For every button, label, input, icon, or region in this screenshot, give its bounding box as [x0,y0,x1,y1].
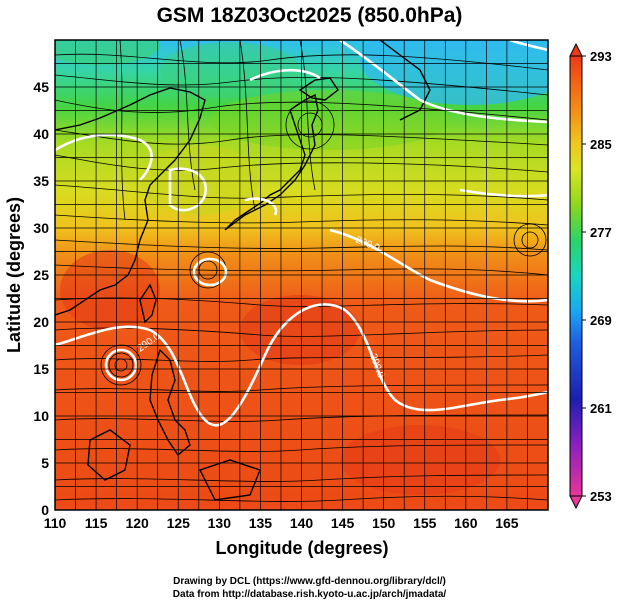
y-axis-ticks: 0 5 10 15 20 25 30 35 40 45 [33,79,49,518]
credit-data-source: Data from http://database.rish.kyoto-u.a… [172,589,447,600]
temperature-field [55,40,548,510]
x-tick-label: 145 [331,515,355,531]
x-tick-label: 150 [372,515,396,531]
x-tick-label: 165 [495,515,519,531]
x-axis-ticks: 110 115 120 125 130 135 140 145 150 155 160 165 [44,515,519,531]
x-tick-label: 125 [167,515,191,531]
colorbar-tick-label: 293 [590,49,612,64]
y-tick-label: 5 [41,455,49,471]
x-tick-label: 120 [125,515,149,531]
x-tick-label: 115 [85,515,108,531]
x-tick-label: 110 [44,515,67,531]
colorbar-tick-label: 269 [590,313,612,328]
colorbar-tick-label: 285 [590,137,612,152]
y-tick-label: 25 [33,267,49,283]
y-tick-label: 40 [33,126,49,142]
y-tick-label: 10 [33,408,49,424]
x-axis-label: Longitude (degrees) [215,538,388,558]
x-tick-label: 135 [249,515,273,531]
colorbar-tick-label: 253 [590,489,612,504]
isotherm-contours [55,40,548,427]
x-tick-label: 140 [290,515,314,531]
credit-drawing: Drawing by DCL (https://www.gfd-dennou.o… [173,576,446,587]
colorbar-tick-label: 261 [590,401,612,416]
x-tick-label: 130 [208,515,232,531]
y-tick-label: 45 [33,79,49,95]
y-tick-label: 20 [33,314,49,330]
y-tick-label: 15 [33,361,49,377]
y-tick-label: 0 [41,502,49,518]
colorbar-tick-label: 277 [590,225,612,240]
chart-title: GSM 18Z03Oct2025 (850.0hPa) [156,4,463,27]
x-tick-label: 155 [413,515,437,531]
y-axis-label: Latitude (degrees) [4,197,24,353]
grid-lines [54,39,549,511]
colorbar: 293 285 277 269 261 253 [569,42,612,510]
plot-frame [54,39,549,511]
y-tick-label: 30 [33,220,49,236]
x-tick-label: 160 [454,515,478,531]
coastlines [55,40,431,501]
y-tick-label: 35 [33,173,49,189]
